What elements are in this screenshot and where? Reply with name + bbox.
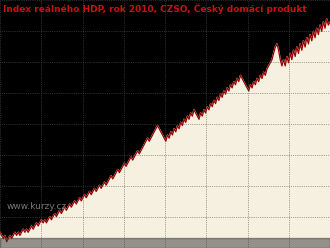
Bar xyxy=(0,238,330,248)
Text: Index reálného HDP, rok 2010, CZSO, Český domácí produkt: Index reálného HDP, rok 2010, CZSO, Česk… xyxy=(3,4,307,14)
Text: www.kurzy.cz: www.kurzy.cz xyxy=(7,202,67,211)
